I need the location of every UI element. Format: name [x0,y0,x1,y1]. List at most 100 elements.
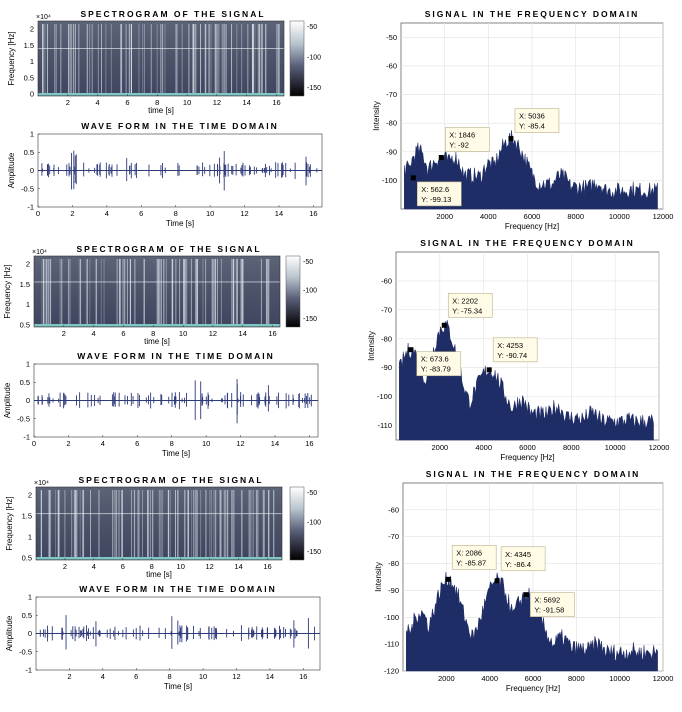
spectrogram-burst [142,24,144,95]
colorbar-tick-label: -50 [303,259,313,266]
spectrogram-xtick-label: 8 [151,329,155,338]
spectrogram-burst [260,259,262,326]
spectrogram-burst [156,259,158,326]
peak-datatip-x: X: 1846 [449,130,475,139]
spectrogram-burst [200,24,202,95]
spectrogram-burst [195,259,197,326]
peak-datatip [416,181,462,207]
spectrogram-burst [216,259,218,326]
spectrogram-burst [224,490,226,559]
spectrogram-burst [168,490,169,559]
peak-marker [508,136,514,142]
spectrum-xtick-label: 12000 [653,674,674,683]
spectrogram-burst [196,259,198,326]
spectrogram-burst [138,24,140,95]
spectrogram-burst [279,24,280,95]
colorbar-tick-label: -100 [303,288,317,295]
spectrogram-burst [119,259,121,326]
spectrogram-burst [130,24,132,95]
spectrogram-burst [162,490,164,559]
waveform-xtick-label: 10 [202,439,210,448]
spectrogram-burst [143,259,145,326]
spectrogram-burst [83,490,85,559]
spectrogram-burst [60,24,61,95]
spectrogram-burst [200,490,202,559]
spectrogram-burst [216,24,218,95]
spectrum-plot: SIGNAL IN THE FREQUENCY DOMAIN -60 -70 -80 -… [374,469,673,693]
spectrogram-burst [260,24,262,95]
spectrogram-burst [96,259,98,326]
peak-datatip-y: Y: -75.34 [452,306,482,315]
spectrogram-burst [144,259,146,326]
waveform-ylabel: Amplitude [3,382,12,418]
spectrogram-xtick-label: 14 [239,329,247,338]
spectrogram-burst [233,259,235,326]
spectrogram-burst [55,24,57,95]
spectrogram-burst [105,24,107,95]
spectrogram-burst [193,24,195,95]
spectrogram-xtick-label: 6 [125,98,129,107]
spectrogram-burst [220,490,222,559]
spectrogram-burst [221,24,223,95]
peak-datatip-x: X: 562.6 [421,185,449,194]
spectrogram-burst [231,490,233,559]
spectrogram-burst [142,490,144,559]
spectrogram-burst [160,259,162,326]
spectrum-title: SIGNAL IN THE FREQUENCY DOMAIN [420,238,635,248]
waveform-xtick-label: 6 [139,209,143,218]
spectrogram-xtick-label: 16 [268,329,276,338]
spectrogram-burst [59,259,61,326]
spectrogram-burst [55,490,57,559]
spectrogram-burst [164,259,166,326]
spectrogram-xtick-label: 10 [177,562,185,571]
spectrogram-burst [42,24,44,95]
spectrogram-xtick-label: 12 [213,98,221,107]
spectrogram-low-band [36,557,282,560]
spectrogram-burst [240,259,242,326]
spectrogram-burst [191,490,193,559]
spectrogram-burst [147,490,149,559]
spectrogram-burst [67,259,69,326]
peak-datatip [445,127,490,152]
peak-marker [486,367,492,373]
spectrogram-burst [251,24,253,95]
spectrogram-xtick-label: 4 [92,562,96,571]
spectrum-ytick-label: -70 [388,532,399,541]
waveform-xtick-label: 10 [206,209,214,218]
waveform-plot: WAVE FORM IN THE TIME DOMAIN10.50-0.5-10… [3,351,319,458]
spectrogram-burst [252,490,254,559]
spectrogram-burst [250,490,252,559]
spectrogram-burst [175,24,177,95]
spectrogram-burst [233,490,235,559]
spectrogram-xlabel: time [s] [144,337,170,346]
spectrogram-burst [130,490,132,559]
spectrogram-burst [41,259,43,326]
spectrogram-burst [82,490,84,559]
peak-datatip-y: Y: -92 [449,140,469,149]
colorbar-tick-label: -150 [307,85,321,92]
spectrogram-burst [252,490,254,559]
spectrogram-burst [120,24,122,95]
spectrogram-frame [35,486,283,561]
spectrum-xtick-label: 12000 [653,212,674,221]
spectrogram-burst [188,490,190,559]
waveform-ytick-label: 1 [28,593,32,602]
spectrogram-xtick-label: 16 [263,562,271,571]
spectrogram-burst [61,259,63,326]
spectrogram-burst [220,259,222,326]
spectrogram-burst [210,490,212,559]
waveform-xtick-label: 14 [275,209,283,218]
spectrum-ytick-label: -100 [377,392,392,401]
spectrogram-burst [171,259,173,326]
spectrogram-burst [255,490,257,559]
spectrogram-burst [181,24,183,95]
peak-marker [438,154,444,160]
spectrogram-burst [262,490,264,559]
spectrogram-burst [71,490,73,559]
waveform-xtick-label: 14 [266,672,274,681]
spectrogram-exponent: ×10⁴ [36,14,51,21]
spectrogram-burst [187,490,189,559]
spectrogram-burst [177,490,179,559]
spectrogram-burst [249,490,251,559]
